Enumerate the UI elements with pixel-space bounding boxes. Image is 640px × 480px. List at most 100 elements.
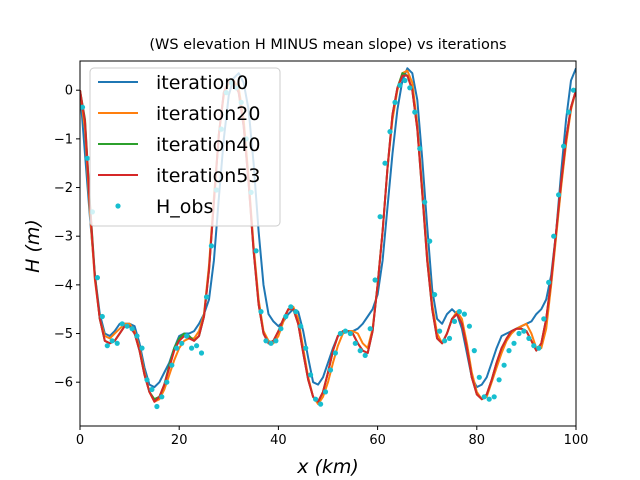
legend-label: iteration20 [156,103,260,125]
obs-point [531,343,537,349]
obs-point [80,104,86,110]
obs-point [561,143,567,149]
legend-label: iteration0 [156,72,248,94]
obs-point [179,340,185,346]
obs-point [203,294,210,300]
obs-point [372,277,378,283]
obs-point [496,377,502,383]
obs-point [313,396,319,402]
series-line-iteration0 [80,67,576,389]
x-tick-label: 100 [564,433,589,448]
x-tick-label: 80 [469,433,486,448]
obs-point [253,248,259,254]
y-axis-label: H (m) [22,219,44,273]
obs-point [273,338,279,344]
obs-point [288,304,294,310]
obs-point [546,279,552,285]
obs-point [551,233,557,239]
axes-frame [79,60,577,427]
obs-point [258,309,264,315]
obs-point [417,146,423,152]
obs-point [293,309,299,315]
legend-label: iteration40 [156,134,260,156]
obs-point [382,160,388,166]
obs-point [427,238,433,244]
obs-point [129,326,135,332]
obs-point [119,321,125,327]
x-tick-label: 0 [76,433,84,448]
obs-point [184,333,190,339]
obs-point [476,374,482,380]
obs-point [362,352,368,358]
obs-point [352,340,358,346]
obs-point [392,99,398,105]
obs-point [169,362,175,368]
obs-point [337,330,343,337]
obs-point [501,362,507,368]
obs-point [442,338,448,344]
obs-point [570,87,576,93]
obs-point [84,155,90,161]
obs-point [322,389,329,395]
obs-point [189,345,195,351]
series-line-iteration53 [80,74,576,403]
obs-point [407,85,413,91]
obs-point [278,326,284,332]
obs-point [174,345,180,351]
obs-point [198,350,205,356]
obs-point [263,338,269,344]
obs-point [283,313,289,320]
y-tick-label: −1 [54,132,73,147]
obs-point [94,275,100,281]
obs-point [268,340,274,346]
obs-point [397,82,403,88]
obs-point [134,333,140,339]
obs-point [308,372,314,378]
obs-point [456,309,462,315]
obs-point [486,396,492,402]
legend-swatch [115,203,121,209]
obs-point [154,403,160,410]
y-tick-label: −5 [54,327,73,342]
obs-point [471,348,477,354]
x-tick-label: 40 [270,433,287,448]
axes-layer: 0 20 40 60 80 100 0 −1 −2 −3 −4 −5 −6 [54,60,589,448]
obs-point [159,394,165,400]
legend-label: iteration53 [156,165,260,187]
obs-point [367,326,373,332]
obs-point [466,323,472,329]
obs-point [437,328,443,334]
obs-point [526,335,532,341]
y-tick-label: −6 [54,376,73,391]
legend-label: H_obs [156,196,213,218]
obs-point [446,335,453,341]
series-group [80,67,576,410]
obs-point [327,367,334,373]
y-tick-label: −4 [54,278,73,293]
obs-point [357,348,363,354]
obs-point [432,292,438,298]
obs-point [521,328,527,334]
x-axis-label: x (km) [296,456,359,478]
obs-point [556,192,562,198]
obs-point [536,345,542,351]
y-tick-label: 0 [65,84,73,99]
obs-point [114,340,120,346]
obs-point [422,199,428,205]
obs-point [303,345,309,351]
obs-point [481,394,487,400]
obs-point [402,77,408,84]
y-tick-label: −2 [54,181,73,196]
obs-point [194,343,200,349]
obs-point [451,318,458,324]
obs-point [412,109,418,115]
obs-point [99,313,105,320]
obs-point [144,377,150,383]
legend: iteration0 iteration20 iteration40 iteratio… [89,67,281,227]
obs-point [516,330,522,337]
obs-point [124,323,130,329]
obs-point [139,345,145,351]
obs-point [342,328,348,334]
obs-point [298,323,304,329]
